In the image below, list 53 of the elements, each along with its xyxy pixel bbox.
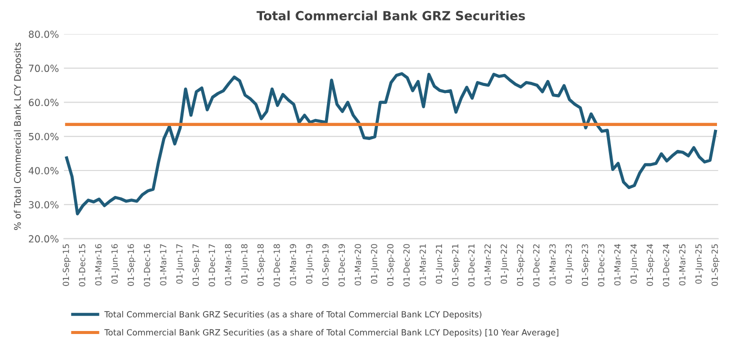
- x-tick-label: 01-Sep-25: [712, 244, 720, 286]
- y-tick-label: 50.0%: [28, 132, 59, 140]
- x-tick-label: 01-Sep-18: [257, 244, 266, 286]
- x-tick-label: 01-Jun-19: [306, 244, 314, 284]
- y-tick-label: 20.0%: [28, 235, 59, 243]
- x-tick-label: 01-Dec-19: [338, 244, 345, 286]
- x-tick-label: 01-Jun-24: [630, 244, 638, 284]
- x-tick-label: 01-Jun-22: [500, 244, 509, 284]
- x-tick-label: 01-Mar-25: [679, 244, 686, 286]
- x-tick-label: 01-Mar-16: [95, 244, 102, 286]
- x-tick-label: 01-Jun-17: [176, 244, 184, 284]
- legend-label: Total Commercial Bank GRZ Securities (as a share of Total Commercial Bank LCY Deposits) [10 Year Average]: [104, 329, 558, 338]
- x-tick-label: 01-Jun-18: [241, 244, 250, 284]
- chart-title: Total Commercial Bank GRZ Securities: [256, 10, 525, 20]
- x-tick-label: 01-Jun-20: [370, 244, 379, 284]
- x-tick-label: 01-Sep-20: [387, 244, 396, 286]
- x-tick-label: 01-Mar-23: [549, 244, 556, 286]
- y-tick-label: 40.0%: [28, 166, 59, 174]
- x-tick-label: 01-Mar-22: [484, 244, 491, 286]
- x-tick-label: 01-Dec-21: [468, 244, 475, 286]
- x-tick-label: 01-Dec-18: [274, 244, 280, 286]
- y-tick-label: 60.0%: [28, 98, 59, 106]
- x-tick-label: 01-Mar-19: [290, 244, 296, 286]
- x-tick-label: 01-Mar-17: [160, 244, 166, 286]
- x-tick-label: 01-Dec-15: [78, 244, 86, 286]
- x-tick-label: 01-Mar-21: [420, 244, 426, 286]
- x-tick-label: 01-Sep-16: [128, 244, 136, 286]
- x-tick-label: 01-Jun-25: [695, 244, 704, 284]
- y-axis-title: % of Total Commercial Bank LCY Deposits: [14, 42, 23, 230]
- x-tick-label: 01-Jun-23: [566, 244, 574, 284]
- x-tick-label: 01-Sep-17: [192, 244, 200, 286]
- x-tick-label: 01-Sep-24: [646, 244, 655, 286]
- line-series: [65, 72, 717, 216]
- x-tick-label: 01-Sep-19: [322, 244, 330, 286]
- x-tick-label: 01-Mar-20: [354, 244, 362, 286]
- y-tick-label: 70.0%: [28, 64, 59, 72]
- x-tick-label: 01-Jun-21: [436, 244, 444, 284]
- x-tick-label: 01-Sep-15: [62, 244, 71, 286]
- x-tick-label: 01-Dec-16: [144, 244, 150, 286]
- x-tick-label: 01-Dec-20: [403, 244, 410, 286]
- x-tick-label: 01-Sep-23: [582, 244, 590, 286]
- x-tick-label: 01-Dec-24: [662, 244, 670, 286]
- x-tick-label: 01-Dec-17: [208, 244, 216, 286]
- x-tick-label: 01-Sep-22: [516, 244, 525, 286]
- x-tick-label: 01-Mar-24: [614, 244, 621, 286]
- x-tick-label: 01-Jun-16: [111, 244, 120, 284]
- x-tick-label: 01-Dec-22: [533, 244, 540, 286]
- x-tick-label: 01-Dec-23: [598, 244, 604, 286]
- x-tick-label: 01-Sep-21: [452, 244, 460, 286]
- legend-label: Total Commercial Bank GRZ Securities (as a share of Total Commercial Bank LCY Deposits): [104, 310, 482, 320]
- x-tick-label: 01-Mar-18: [224, 244, 232, 286]
- y-tick-label: 80.0%: [28, 30, 59, 38]
- y-tick-label: 30.0%: [28, 201, 59, 208]
